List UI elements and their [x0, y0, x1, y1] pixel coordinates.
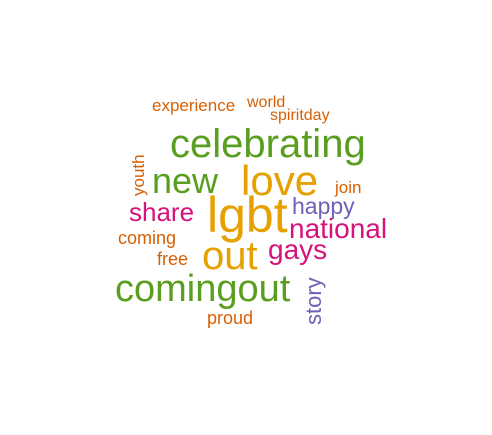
word-celebrating: celebrating	[170, 122, 366, 166]
word-national: national	[289, 213, 388, 244]
word-happy: happy	[292, 193, 355, 219]
word-lgbt: lgbt	[207, 187, 288, 243]
word-world: world	[247, 94, 286, 111]
word-love: love	[241, 157, 319, 204]
word-join: join	[335, 178, 362, 197]
word-spiritday: spiritday	[270, 107, 330, 124]
word-experience: experience	[152, 96, 236, 115]
word-proud: proud	[207, 308, 254, 328]
word-share: share	[129, 197, 195, 227]
word-free: free	[157, 249, 189, 269]
word-comingout: comingout	[115, 268, 291, 310]
word-story: story	[301, 277, 326, 325]
word-coming: coming	[118, 228, 177, 248]
word-new: new	[152, 160, 219, 201]
word-youth: youth	[129, 154, 148, 196]
word-gays: gays	[268, 234, 328, 265]
word-out: out	[202, 234, 258, 278]
